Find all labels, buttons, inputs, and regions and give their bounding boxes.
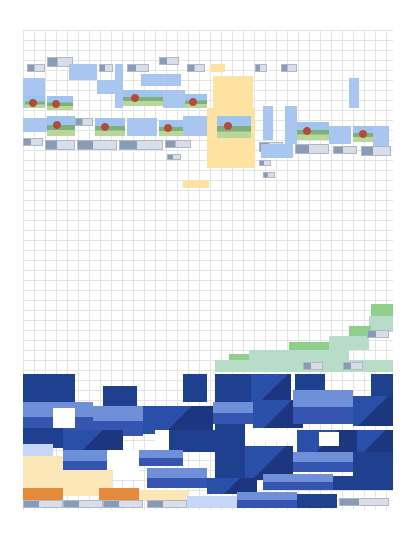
thumbnail-tile[interactable] xyxy=(103,500,143,508)
thumbnail-tile[interactable] xyxy=(339,498,389,506)
image-cell[interactable] xyxy=(127,118,157,136)
highlight-cell[interactable] xyxy=(369,316,393,332)
image-cell[interactable] xyxy=(23,444,53,456)
thumbnail-tile[interactable] xyxy=(167,154,181,160)
landscape-photo[interactable] xyxy=(185,94,207,108)
highlight-cell[interactable] xyxy=(249,350,349,362)
image-cell[interactable] xyxy=(139,450,183,466)
thumbnail-tile[interactable] xyxy=(75,118,93,126)
image-cell[interactable] xyxy=(63,450,107,472)
thumbnail-tile[interactable] xyxy=(343,362,363,370)
image-cell[interactable] xyxy=(23,118,47,132)
image-cell[interactable] xyxy=(353,452,393,478)
highlight-cell[interactable] xyxy=(371,304,393,316)
highlight-cell[interactable] xyxy=(229,354,249,364)
image-cell[interactable] xyxy=(69,64,97,80)
image-cell[interactable] xyxy=(63,430,123,450)
image-cell[interactable] xyxy=(115,64,123,108)
thumbnail-tile[interactable] xyxy=(303,362,323,370)
landscape-photo[interactable] xyxy=(25,96,45,108)
image-cell[interactable] xyxy=(357,430,393,452)
image-cell[interactable] xyxy=(333,476,393,490)
image-cell[interactable] xyxy=(261,144,293,158)
image-cell[interactable] xyxy=(213,402,253,424)
empty-cell[interactable] xyxy=(319,432,339,446)
highlight-cell[interactable] xyxy=(329,336,369,350)
thumbnail-tile[interactable] xyxy=(333,146,357,154)
image-cell[interactable] xyxy=(297,494,337,508)
highlight-cell[interactable] xyxy=(99,488,139,502)
image-cell[interactable] xyxy=(207,478,257,494)
image-cell[interactable] xyxy=(147,468,207,488)
landscape-photo[interactable] xyxy=(217,116,251,138)
image-cell[interactable] xyxy=(187,496,237,508)
image-cell[interactable] xyxy=(263,474,333,490)
highlight-cell[interactable] xyxy=(63,486,99,496)
landscape-photo[interactable] xyxy=(47,96,73,110)
image-cell[interactable] xyxy=(263,106,273,140)
thumbnail-tile[interactable] xyxy=(63,500,103,508)
thumbnail-tile[interactable] xyxy=(361,146,391,156)
image-cell[interactable] xyxy=(329,126,351,144)
thumbnail-tile[interactable] xyxy=(295,144,329,154)
image-cell[interactable] xyxy=(373,126,389,146)
image-cell[interactable] xyxy=(293,452,353,472)
image-cell[interactable] xyxy=(183,374,207,402)
image-cell[interactable] xyxy=(103,386,137,408)
landscape-photo[interactable] xyxy=(95,118,125,136)
highlight-cell[interactable] xyxy=(23,470,113,490)
thumbnail-tile[interactable] xyxy=(23,138,43,146)
landscape-photo[interactable] xyxy=(47,116,75,136)
image-cell[interactable] xyxy=(215,374,251,404)
thumbnail-tile[interactable] xyxy=(23,500,63,508)
thumbnail-tile[interactable] xyxy=(77,140,117,150)
thumbnail-tile[interactable] xyxy=(187,64,205,72)
empty-cell[interactable] xyxy=(53,408,75,428)
highlight-cell[interactable] xyxy=(349,326,371,338)
image-cell[interactable] xyxy=(293,390,353,424)
landscape-photo[interactable] xyxy=(297,122,329,140)
spreadsheet-canvas[interactable] xyxy=(23,30,393,510)
thumbnail-tile[interactable] xyxy=(367,330,389,338)
image-cell[interactable] xyxy=(163,90,185,108)
highlight-cell[interactable] xyxy=(183,180,209,188)
image-cell[interactable] xyxy=(285,106,297,144)
thumbnail-tile[interactable] xyxy=(159,57,179,65)
image-cell[interactable] xyxy=(353,396,393,426)
thumbnail-tile[interactable] xyxy=(259,160,271,166)
thumbnail-tile[interactable] xyxy=(147,500,187,508)
image-cell[interactable] xyxy=(237,492,297,508)
landscape-photo[interactable] xyxy=(123,90,163,106)
thumbnail-tile[interactable] xyxy=(119,140,163,150)
thumbnail-tile[interactable] xyxy=(99,64,113,72)
image-cell[interactable] xyxy=(143,406,213,434)
empty-cell[interactable] xyxy=(109,450,139,480)
thumbnail-tile[interactable] xyxy=(127,64,149,72)
thumbnail-tile[interactable] xyxy=(27,64,45,72)
image-cell[interactable] xyxy=(215,424,245,478)
image-cell[interactable] xyxy=(349,78,359,108)
image-cell[interactable] xyxy=(141,74,181,86)
highlight-cell[interactable] xyxy=(289,342,329,352)
thumbnail-tile[interactable] xyxy=(263,172,275,178)
image-cell[interactable] xyxy=(169,430,219,452)
empty-cell[interactable] xyxy=(245,430,297,442)
thumbnail-tile[interactable] xyxy=(47,57,73,67)
thumbnail-tile[interactable] xyxy=(165,140,191,148)
empty-cell[interactable] xyxy=(155,430,169,450)
landscape-photo[interactable] xyxy=(159,120,183,136)
thumbnail-tile[interactable] xyxy=(255,64,267,72)
highlight-cell[interactable] xyxy=(211,64,225,72)
highlight-cell[interactable] xyxy=(213,76,253,108)
thumbnail-tile[interactable] xyxy=(281,64,297,72)
image-cell[interactable] xyxy=(97,80,115,94)
highlight-cell[interactable] xyxy=(23,488,63,500)
image-cell[interactable] xyxy=(183,116,207,136)
highlight-cell[interactable] xyxy=(139,490,189,500)
thumbnail-tile[interactable] xyxy=(45,140,75,150)
image-cell[interactable] xyxy=(23,428,63,448)
